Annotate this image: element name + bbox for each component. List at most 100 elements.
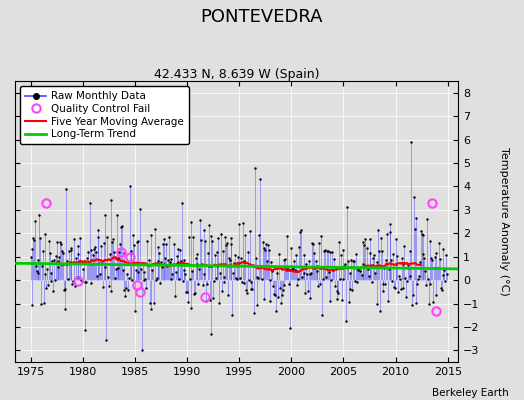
Point xyxy=(118,223,126,230)
Point xyxy=(37,301,45,307)
Point xyxy=(31,263,40,269)
Point xyxy=(109,236,117,242)
Point xyxy=(112,266,120,272)
Point xyxy=(200,271,208,277)
Point xyxy=(406,273,414,280)
Point xyxy=(57,241,66,248)
Point xyxy=(277,300,285,306)
Point xyxy=(94,234,103,240)
Point xyxy=(217,231,225,238)
Point xyxy=(85,259,93,265)
Point xyxy=(209,294,217,301)
Point xyxy=(279,257,288,264)
Point xyxy=(220,278,228,285)
Point xyxy=(164,257,172,264)
Point xyxy=(289,264,297,271)
Point xyxy=(316,280,324,287)
Point xyxy=(316,233,325,239)
Point xyxy=(92,248,100,255)
Point xyxy=(67,245,75,251)
Point xyxy=(226,240,235,247)
Point xyxy=(315,240,323,247)
Point xyxy=(407,139,416,145)
Point xyxy=(168,271,177,278)
Point xyxy=(349,258,357,264)
Point xyxy=(409,292,417,298)
Point xyxy=(34,270,42,276)
Point xyxy=(413,281,421,287)
Point xyxy=(174,258,182,265)
Point xyxy=(61,286,70,293)
Point xyxy=(193,261,202,268)
Point xyxy=(319,276,327,282)
Point xyxy=(128,276,137,283)
Point xyxy=(249,262,257,268)
Point xyxy=(138,347,146,354)
Point xyxy=(134,238,143,244)
Point xyxy=(250,164,259,171)
Point xyxy=(307,270,315,276)
Point xyxy=(159,241,167,247)
Point xyxy=(155,250,163,256)
Point xyxy=(60,306,69,312)
Point xyxy=(261,246,269,253)
Point xyxy=(136,205,144,212)
Point xyxy=(395,273,403,279)
Point xyxy=(321,247,330,253)
Point xyxy=(238,220,247,226)
Point xyxy=(198,261,206,267)
Point xyxy=(142,285,150,292)
Point xyxy=(391,236,400,242)
Point xyxy=(38,263,46,270)
Point xyxy=(250,310,258,316)
Point xyxy=(387,256,396,263)
Text: Berkeley Earth: Berkeley Earth xyxy=(432,388,508,398)
Point xyxy=(336,276,344,282)
Point xyxy=(420,255,429,261)
Point xyxy=(184,299,192,306)
Point xyxy=(324,269,333,276)
Point xyxy=(220,273,228,280)
Point xyxy=(360,241,368,248)
Point xyxy=(207,233,215,239)
Point xyxy=(434,265,442,271)
Point xyxy=(144,262,152,268)
Point xyxy=(348,287,356,294)
Point xyxy=(304,288,312,295)
Point xyxy=(283,233,291,240)
Point xyxy=(353,279,362,285)
Point xyxy=(309,240,317,247)
Point xyxy=(290,257,298,264)
Point xyxy=(303,270,311,277)
Point xyxy=(74,243,83,249)
Point xyxy=(379,288,388,294)
Point xyxy=(380,265,388,271)
Point xyxy=(235,221,243,228)
Point xyxy=(256,176,264,182)
Point xyxy=(252,254,260,261)
Point xyxy=(333,296,342,302)
Point xyxy=(63,258,71,264)
Point xyxy=(423,215,431,222)
Point xyxy=(286,267,294,273)
Point xyxy=(173,245,182,252)
Point xyxy=(146,232,155,238)
Point xyxy=(212,249,221,255)
Point xyxy=(382,257,390,264)
Point xyxy=(178,200,186,206)
Text: PONTEVEDRA: PONTEVEDRA xyxy=(201,8,323,26)
Point xyxy=(200,227,209,233)
Point xyxy=(181,271,190,278)
Point xyxy=(383,231,391,237)
Point xyxy=(103,234,111,240)
Point xyxy=(340,263,348,270)
Point xyxy=(162,241,170,247)
Point xyxy=(84,249,92,256)
Point xyxy=(39,248,47,255)
Point xyxy=(230,260,238,266)
Point xyxy=(362,263,370,270)
Point xyxy=(232,274,240,281)
Point xyxy=(361,236,369,242)
Point xyxy=(53,264,62,270)
Point xyxy=(419,250,428,257)
